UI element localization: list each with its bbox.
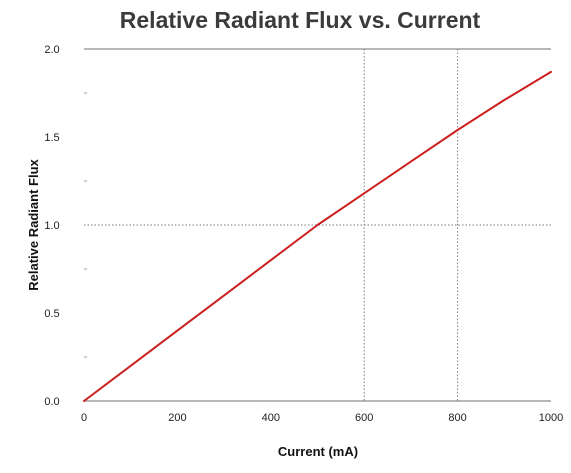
x-tick-label: 600 bbox=[355, 412, 373, 424]
y-tick-label: 0.5 bbox=[44, 308, 59, 320]
x-tick-label: 400 bbox=[262, 412, 280, 424]
plot-area: 0.0 0.5 1.0 1.5 2.0 0 200 400 600 800 1000 bbox=[44, 44, 563, 424]
x-tick-label: 1000 bbox=[539, 412, 563, 424]
x-tick-label: 800 bbox=[448, 412, 466, 424]
chart-title: Relative Radiant Flux vs. Current bbox=[120, 7, 481, 33]
x-tick-label: 200 bbox=[168, 412, 186, 424]
y-axis-label: Relative Radiant Flux bbox=[26, 158, 41, 290]
y-tick-label: 0.0 bbox=[44, 396, 59, 408]
y-tick-label: 1.0 bbox=[44, 220, 59, 232]
y-tick-label: 2.0 bbox=[44, 44, 59, 56]
series-line bbox=[83, 70, 552, 402]
x-axis-label: Current (mA) bbox=[278, 444, 358, 459]
x-tick-label: 0 bbox=[81, 412, 87, 424]
y-tick-label: 1.5 bbox=[44, 132, 59, 144]
